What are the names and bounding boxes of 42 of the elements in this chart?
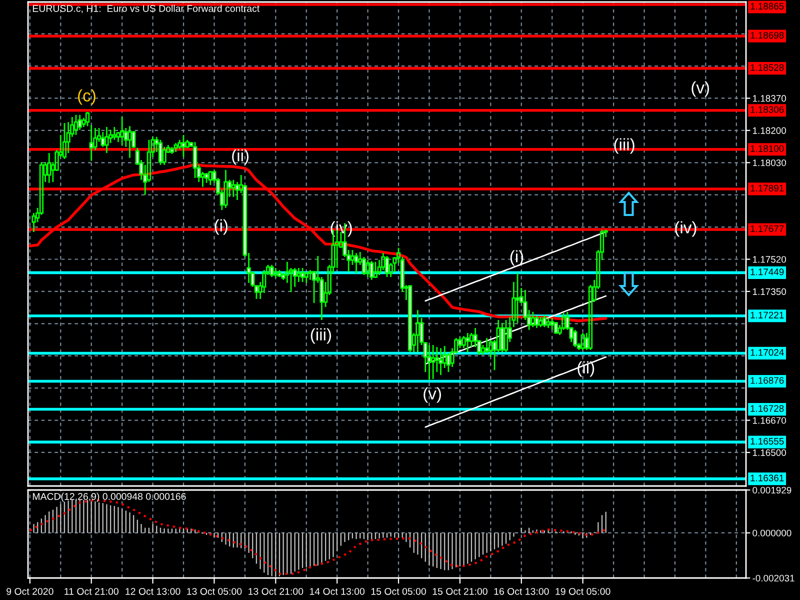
annotation: (v) xyxy=(692,81,710,97)
ref-line-label: 1.17024 xyxy=(750,349,784,356)
y-tick-label: 1.18370 xyxy=(752,95,786,102)
y-tick-label: 1.16670 xyxy=(752,417,786,424)
y-tick-label: -0.002031 xyxy=(752,574,794,582)
ref-line-label: 1.18528 xyxy=(750,64,784,71)
x-tick-label: 15 Oct 05:00 xyxy=(371,588,426,595)
ref-line-label: 1.16728 xyxy=(750,405,784,412)
chart-title: MACD(12,26,9) 0.000948 0.000166 xyxy=(32,492,186,502)
ref-line-label: 1.17449 xyxy=(750,268,784,276)
ref-line-label: 1.18698 xyxy=(750,32,784,39)
annotation: (v) xyxy=(424,387,441,403)
ref-line-label: 1.16876 xyxy=(750,377,784,384)
y-tick-label: 1.16500 xyxy=(752,449,786,456)
y-tick-label: 1.17520 xyxy=(752,256,786,263)
ref-line-label: 1.17891 xyxy=(750,184,784,192)
ref-line-label: 1.16361 xyxy=(750,474,784,482)
ref-line-label: 1.18100 xyxy=(750,145,784,152)
ref-line-label: 1.18306 xyxy=(750,106,784,113)
annotation: (c) xyxy=(78,89,96,105)
ref-line-label: 1.17221 xyxy=(750,312,784,318)
annotation: (i) xyxy=(510,250,524,266)
x-tick-label: 13 Oct 21:00 xyxy=(248,588,304,595)
annotation: (ii) xyxy=(232,149,249,165)
ref-line-label: 1.17677 xyxy=(750,225,784,232)
y-tick-label: 1.17350 xyxy=(752,288,786,295)
y-tick-label: 1.18030 xyxy=(752,159,786,166)
chart-title: EURUSD.c, H1: Euro vs US Dollar Forward contract xyxy=(32,4,260,14)
x-tick-label: 13 Oct 05:00 xyxy=(187,588,242,595)
x-tick-label: 9 Oct 2020 xyxy=(6,588,54,595)
x-tick-label: 11 Oct 21:00 xyxy=(64,588,118,595)
y-tick-label: 1.18200 xyxy=(752,127,786,134)
ref-line-label: 1.16555 xyxy=(750,438,784,445)
x-tick-label: 16 Oct 13:00 xyxy=(494,588,549,595)
y-tick-label: 0.000000 xyxy=(752,530,792,536)
x-tick-label: 12 Oct 13:00 xyxy=(126,588,180,595)
annotation: (iii) xyxy=(310,328,332,344)
x-tick-label: 14 Oct 13:00 xyxy=(310,588,365,595)
x-tick-label: 19 Oct 05:00 xyxy=(556,588,610,595)
x-tick-label: 15 Oct 21:00 xyxy=(432,588,488,595)
ref-line-label: 1.18865 xyxy=(750,2,784,10)
y-tick-label: 0.001929 xyxy=(752,486,792,494)
